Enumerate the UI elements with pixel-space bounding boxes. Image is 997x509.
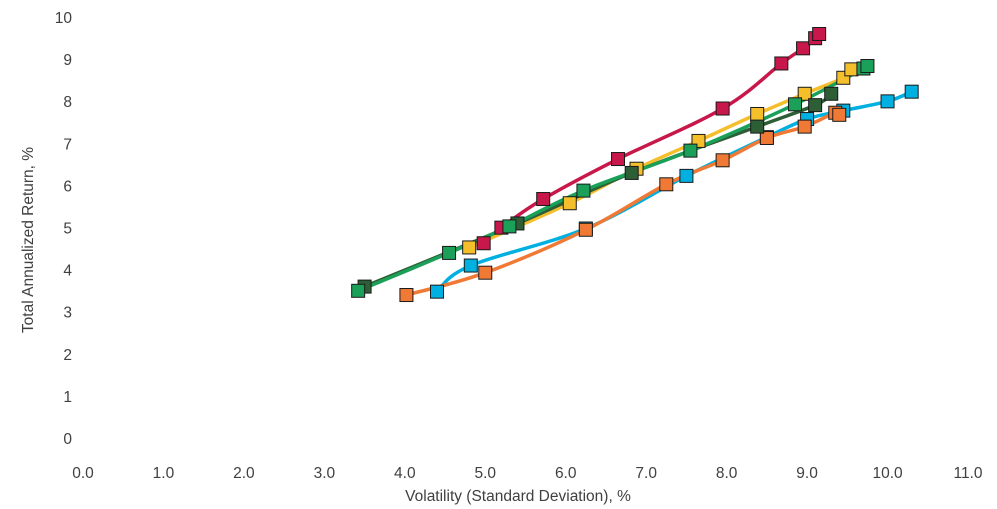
y-tick-label: 3 [63, 305, 72, 322]
x-tick-label: 7.0 [635, 465, 657, 482]
y-tick-label: 5 [63, 221, 72, 238]
data-point-marker [679, 168, 694, 183]
data-point-marker [808, 98, 823, 113]
data-point-marker [659, 177, 674, 192]
y-axis-title: Total Annualized Return, % [20, 147, 37, 333]
data-point-marker [832, 107, 847, 122]
data-point-marker [880, 94, 895, 109]
x-tick-label: 5.0 [474, 465, 496, 482]
x-tick-label: 4.0 [394, 465, 416, 482]
y-tick-label: 6 [63, 178, 72, 195]
y-tick-label: 8 [63, 94, 72, 111]
data-point-marker [578, 222, 593, 237]
data-point-marker [624, 165, 639, 180]
data-point-marker [442, 245, 457, 260]
data-point-marker [576, 183, 591, 198]
series-line-2 [404, 110, 842, 297]
data-point-marker [796, 41, 811, 56]
x-axis-title: Volatility (Standard Deviation), % [405, 488, 631, 505]
x-tick-label: 11.0 [953, 465, 982, 482]
data-point-marker [351, 283, 366, 298]
x-tick-label: 1.0 [153, 465, 175, 482]
series-markers [351, 26, 919, 303]
data-point-marker [750, 106, 765, 121]
data-point-marker [860, 58, 875, 73]
data-point-marker [797, 86, 812, 101]
data-point-marker [797, 119, 812, 134]
data-point-marker [683, 143, 698, 158]
x-axis-tick-labels: 0.0 1.0 2.0 3.0 4.0 5.0 6.0 7.0 8.0 9.0 10.0 11.0 [72, 465, 983, 482]
data-point-marker [476, 236, 491, 251]
x-tick-label: 2.0 [233, 465, 255, 482]
data-point-marker [824, 86, 839, 101]
data-point-marker [536, 192, 551, 207]
y-tick-label: 0 [63, 431, 72, 448]
data-point-marker [774, 56, 789, 71]
y-tick-label: 1 [63, 389, 72, 406]
y-tick-label: 2 [63, 347, 72, 364]
data-point-marker [904, 84, 919, 99]
x-tick-label: 8.0 [716, 465, 738, 482]
y-tick-label: 10 [55, 10, 73, 27]
data-point-marker [478, 265, 493, 280]
data-point-marker [399, 288, 414, 303]
data-point-marker [715, 101, 730, 116]
data-point-marker [788, 97, 803, 112]
data-point-marker [715, 153, 730, 168]
y-tick-label: 7 [63, 136, 72, 153]
data-point-marker [812, 26, 827, 41]
x-tick-label: 0.0 [72, 465, 94, 482]
data-point-marker [502, 219, 517, 234]
x-tick-label: 9.0 [796, 465, 818, 482]
y-axis-tick-labels: 0 1 2 3 4 5 6 7 8 9 10 [55, 10, 73, 448]
data-point-marker [430, 284, 444, 299]
data-point-marker [562, 196, 577, 211]
data-point-marker [759, 130, 774, 145]
y-tick-label: 4 [63, 263, 72, 280]
data-point-marker [462, 240, 477, 255]
data-point-marker [463, 258, 478, 273]
data-point-marker [750, 119, 765, 134]
data-point-marker [844, 62, 859, 77]
x-tick-label: 6.0 [555, 465, 577, 482]
data-point-marker [611, 152, 626, 167]
x-tick-label: 10.0 [872, 465, 903, 482]
x-tick-label: 3.0 [314, 465, 336, 482]
y-tick-label: 9 [63, 52, 72, 69]
